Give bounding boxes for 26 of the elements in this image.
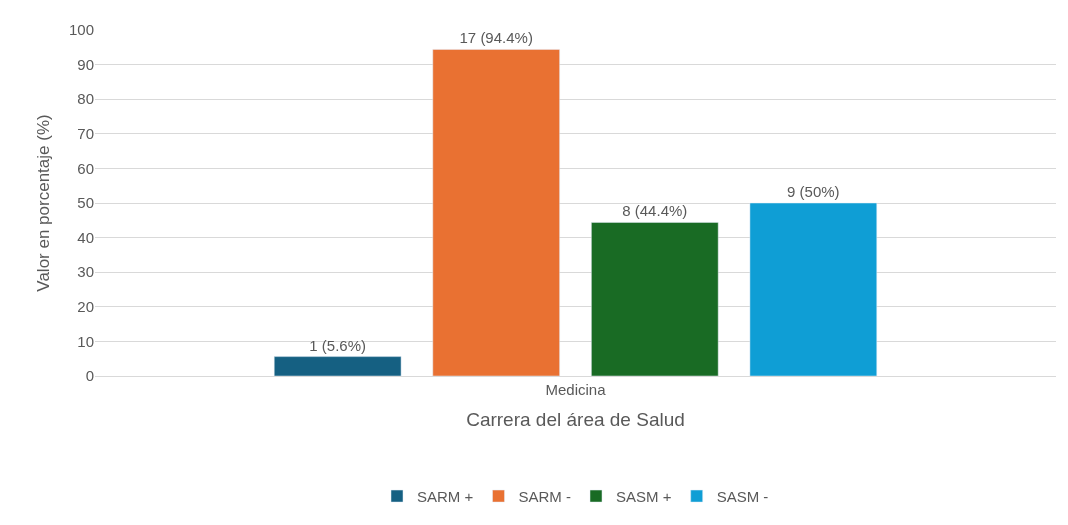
y-tick-label: 60 (77, 159, 94, 177)
y-tick-label: 90 (77, 55, 94, 73)
y-tick-label: 30 (77, 263, 94, 281)
y-tick-label: 40 (77, 228, 94, 246)
y-tick-label: 50 (77, 194, 94, 212)
data-label: 8 (44.4%) (622, 202, 688, 220)
legend-label: SASM - (716, 487, 769, 505)
y-tick-label: 10 (77, 332, 94, 350)
x-tick-label: Medicina (545, 381, 607, 398)
y-tick-label: 20 (77, 298, 94, 316)
data-label: 1 (5.6%) (309, 336, 367, 354)
data-label: 17 (94.4%) (459, 29, 533, 47)
legend-label: SARM + (417, 487, 474, 505)
bar (591, 222, 719, 376)
data-label: 9 (50%) (787, 183, 840, 200)
legend-label: SASM + (616, 487, 672, 505)
bar (749, 202, 878, 376)
legend-label: SARM - (518, 487, 572, 505)
y-tick-label: 100 (68, 21, 94, 39)
y-axis-title: Valor en porcentaje (%) (33, 114, 53, 292)
y-tick-label: 70 (77, 125, 94, 143)
bar (273, 356, 402, 376)
y-tick-label: 80 (77, 90, 94, 108)
x-axis-title: Carrera del área de Salud (466, 408, 685, 430)
bar (432, 49, 560, 376)
y-tick-label: 0 (85, 367, 94, 385)
